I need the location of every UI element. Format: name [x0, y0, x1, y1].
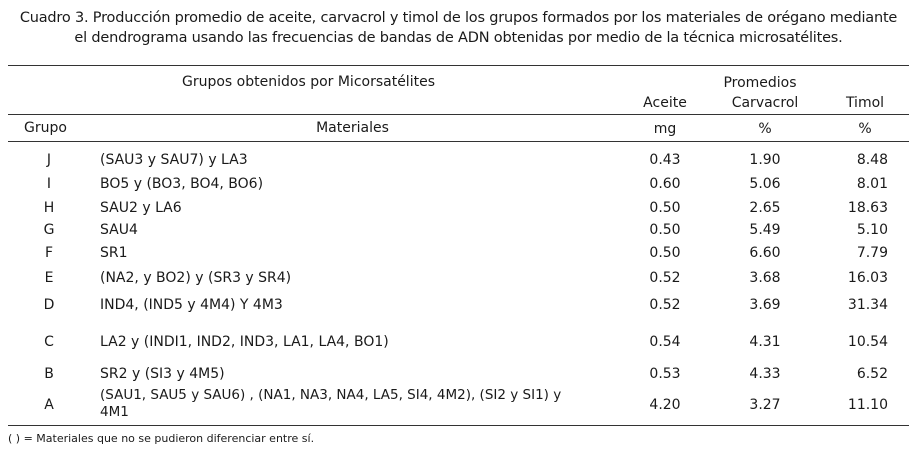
- carvacrol-cell: 1.90: [749, 152, 781, 168]
- grupo-header: Grupo: [24, 120, 67, 136]
- timol-unit: %: [858, 121, 872, 137]
- bottom-rule: [8, 425, 909, 426]
- carvacrol-cell: 5.49: [749, 222, 781, 238]
- aceite-unit: mg: [653, 121, 677, 137]
- carvacrol-cell: 2.65: [749, 200, 781, 216]
- carvacrol-cell: 5.06: [749, 176, 781, 192]
- grupo-cell: G: [43, 222, 55, 238]
- materiales-cell: (NA2, y BO2) y (SR3 y SR4): [100, 270, 292, 286]
- timol-cell: 8.48: [856, 152, 888, 168]
- carvacrol-cell: 3.69: [749, 297, 781, 313]
- aceite-cell: 0.43: [649, 152, 681, 168]
- carvacrol-header: Carvacrol: [731, 95, 799, 111]
- aceite-cell: 0.50: [649, 222, 681, 238]
- caption-line-2: el dendrograma usando las frecuencias de…: [74, 30, 843, 46]
- timol-header: Timol: [845, 95, 885, 111]
- caption-line-1: Cuadro 3. Producción promedio de aceite,…: [19, 10, 898, 26]
- carvacrol-cell: 6.60: [749, 245, 781, 261]
- materiales-cell: SR1: [100, 245, 128, 261]
- timol-cell: 6.52: [856, 366, 888, 382]
- timol-cell: 10.54: [847, 334, 888, 350]
- timol-cell: 11.10: [847, 397, 888, 413]
- aceite-cell: 0.52: [649, 270, 681, 286]
- timol-cell: 8.01: [856, 176, 888, 192]
- grupo-cell: A: [44, 397, 54, 413]
- aceite-header: Aceite: [643, 95, 687, 111]
- carvacrol-cell: 3.68: [749, 270, 781, 286]
- aceite-cell: 0.54: [649, 334, 681, 350]
- footnote: ( ) = Materiales que no se pudieron dife…: [8, 432, 315, 445]
- header-bottom-rule: [8, 141, 909, 142]
- promedios-header: Promedios: [723, 75, 797, 91]
- materiales-cell: (SAU3 y SAU7) y LA3: [100, 152, 248, 168]
- carvacrol-cell: 4.33: [749, 366, 781, 382]
- timol-cell: 7.79: [856, 245, 888, 261]
- carvacrol-unit: %: [758, 121, 772, 137]
- table-caption: Cuadro 3. Producción promedio de aceite,…: [0, 8, 917, 48]
- grupo-cell: F: [44, 245, 54, 261]
- materiales-header: Materiales: [316, 120, 389, 136]
- materiales-cell: BO5 y (BO3, BO4, BO6): [100, 176, 264, 192]
- top-rule: [8, 65, 909, 66]
- carvacrol-cell: 4.31: [749, 334, 781, 350]
- grupo-cell: C: [44, 334, 54, 350]
- grupo-cell: D: [43, 297, 55, 313]
- aceite-cell: 0.50: [649, 200, 681, 216]
- aceite-cell: 4.20: [649, 397, 681, 413]
- header-mid-rule: [8, 114, 909, 115]
- timol-cell: 5.10: [856, 222, 888, 238]
- materiales-cell: IND4, (IND5 y 4M4) Y 4M3: [100, 297, 283, 313]
- grupo-cell: I: [46, 176, 52, 192]
- timol-cell: 16.03: [847, 270, 888, 286]
- grupo-cell: J: [46, 152, 52, 168]
- grupo-cell: B: [44, 366, 54, 382]
- timol-cell: 31.34: [847, 297, 888, 313]
- materiales-cell: SAU4: [100, 222, 138, 238]
- grupo-cell: E: [44, 270, 54, 286]
- groups-title: Grupos obtenidos por Micorsatélites: [182, 74, 435, 90]
- grupo-cell: H: [43, 200, 55, 216]
- materiales-cell: (SAU1, SAU5 y SAU6) , (NA1, NA3, NA4, LA…: [100, 387, 562, 403]
- aceite-cell: 0.60: [649, 176, 681, 192]
- aceite-cell: 0.50: [649, 245, 681, 261]
- materiales-cell-line-2: 4M1: [100, 404, 129, 420]
- materiales-cell: SR2 y (SI3 y 4M5): [100, 366, 225, 382]
- materiales-cell: LA2 y (INDI1, IND2, IND3, LA1, LA4, BO1): [100, 334, 389, 350]
- carvacrol-cell: 3.27: [749, 397, 781, 413]
- aceite-cell: 0.52: [649, 297, 681, 313]
- timol-cell: 18.63: [847, 200, 888, 216]
- materiales-cell: SAU2 y LA6: [100, 200, 182, 216]
- aceite-cell: 0.53: [649, 366, 681, 382]
